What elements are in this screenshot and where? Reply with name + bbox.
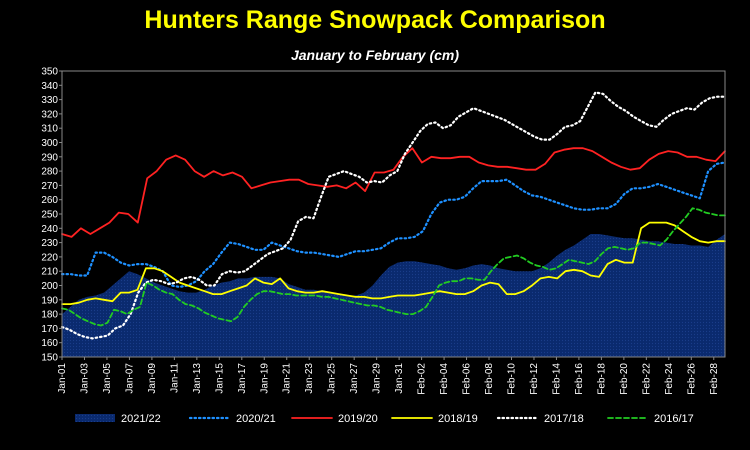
x-tick-label: Feb-02 <box>417 363 428 395</box>
y-tick-label: 310 <box>41 124 58 135</box>
legend-2020-21-label: 2020/21 <box>236 413 276 425</box>
x-tick-label: Feb-18 <box>596 363 607 395</box>
series-2020-21-line <box>60 161 727 288</box>
y-axis: 150 160 170 180 190 200 210 220 230 240 250 260 270 2… <box>41 67 62 364</box>
legend-2021-22-label: 2021/22 <box>121 413 161 425</box>
y-tick-label: 340 <box>41 81 58 92</box>
y-tick-label: 180 <box>41 310 58 321</box>
y-tick-label: 250 <box>41 210 58 221</box>
y-tick-label: 150 <box>41 353 58 364</box>
x-tick-label: Jan-21 <box>282 363 293 394</box>
y-tick-label: 300 <box>41 138 58 149</box>
series-2018-19-line <box>61 221 726 306</box>
x-tick-label: Jan-01 <box>57 363 68 394</box>
legend-2021-22-swatch <box>75 414 115 422</box>
series-2017-18-line <box>60 91 727 340</box>
y-tick-label: 350 <box>41 67 58 78</box>
y-tick-label: 230 <box>41 238 58 249</box>
x-tick-label: Feb-20 <box>619 363 630 395</box>
y-tick-label: 330 <box>41 95 58 106</box>
legend: 2021/22 2020/21 2019/20 2018/19 2017/18 2016/… <box>75 413 694 425</box>
x-tick-label: Jan-05 <box>102 363 113 394</box>
x-tick-label: Jan-27 <box>349 363 360 394</box>
x-tick-label: Feb-04 <box>439 363 450 395</box>
y-tick-label: 270 <box>41 181 58 192</box>
x-tick-label: Feb-28 <box>709 363 720 395</box>
x-tick-label: Feb-16 <box>574 363 585 395</box>
legend-2018-19-label: 2018/19 <box>438 413 478 425</box>
legend-2019-20-label: 2019/20 <box>338 413 378 425</box>
y-tick-label: 190 <box>41 295 58 306</box>
x-tick-label: Feb-22 <box>641 363 652 395</box>
legend-2016-17-label: 2016/17 <box>654 413 694 425</box>
x-tick-label: Feb-24 <box>664 363 675 395</box>
y-tick-label: 200 <box>41 281 58 292</box>
x-tick-label: Jan-09 <box>147 363 158 394</box>
y-tick-label: 290 <box>41 152 58 163</box>
y-tick-label: 320 <box>41 109 58 120</box>
x-tick-label: Feb-12 <box>529 363 540 395</box>
x-tick-label: Feb-08 <box>484 363 495 395</box>
y-tick-label: 210 <box>41 267 58 278</box>
y-tick-label: 260 <box>41 195 58 206</box>
x-tick-label: Feb-26 <box>686 363 697 395</box>
x-tick-label: Jan-23 <box>304 363 315 394</box>
x-tick-label: Jan-15 <box>214 363 225 394</box>
x-tick-label: Jan-11 <box>169 363 180 393</box>
x-tick-label: Jan-17 <box>237 363 248 394</box>
y-tick-label: 170 <box>41 324 58 335</box>
chart-title: Hunters Range Snowpack Comparison <box>144 6 606 34</box>
x-tick-label: Feb-14 <box>551 363 562 395</box>
x-tick-label: Jan-31 <box>394 363 405 394</box>
x-tick-label: Feb-10 <box>506 363 517 395</box>
y-tick-label: 160 <box>41 338 58 349</box>
x-axis: Jan-01 Jan-03 Jan-05 Jan-07 Jan-09 Jan-11 Jan-… <box>57 357 720 395</box>
plot-area <box>60 70 727 358</box>
x-tick-label: Jan-19 <box>259 363 270 394</box>
y-tick-label: 280 <box>41 167 58 178</box>
y-tick-label: 240 <box>41 224 58 235</box>
x-tick-label: Jan-29 <box>372 363 383 394</box>
series-2016-17-line <box>61 207 726 327</box>
y-tick-label: 220 <box>41 252 58 263</box>
x-tick-label: Feb-06 <box>462 363 473 395</box>
x-tick-label: Jan-03 <box>79 363 90 394</box>
x-tick-label: Jan-13 <box>192 363 203 394</box>
x-tick-label: Jan-07 <box>124 363 135 394</box>
series-2019-20-line <box>61 147 726 238</box>
x-tick-label: Jan-25 <box>327 363 338 394</box>
chart-subtitle: January to February (cm) <box>290 47 460 63</box>
legend-2017-18-label: 2017/18 <box>544 413 584 425</box>
